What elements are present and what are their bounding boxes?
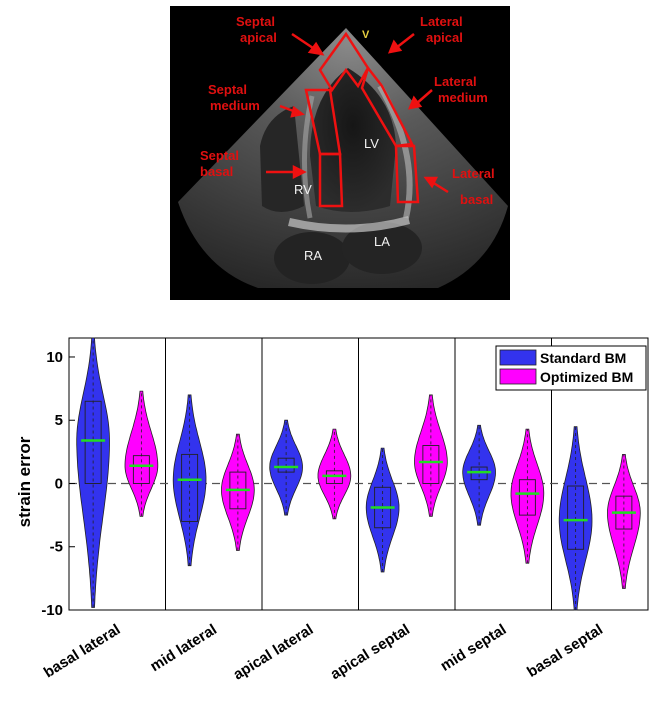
label-lateral-basal-2: basal <box>460 192 493 207</box>
legend-swatch <box>499 368 537 385</box>
violin-optimized-bm-mid-lateral <box>221 433 255 551</box>
y-tick-label: 10 <box>46 349 63 366</box>
lateral-wall-texture <box>377 84 413 219</box>
label-lateral-basal-1: Lateral <box>452 166 495 181</box>
y-tick-label: -10 <box>41 602 63 619</box>
strain-error-violin-chart: strain error -10 -5 0 5 10 basal lateral mid l… <box>15 337 649 684</box>
label-lateral-medium-1: Lateral <box>434 74 477 89</box>
ra-cavity <box>274 232 350 284</box>
x-category-label: basal septal <box>524 621 606 681</box>
segment-septal-basal <box>318 152 344 208</box>
box-standard-bm-mid-septal <box>470 466 488 481</box>
x-category-label: apical septal <box>328 621 413 683</box>
y-tick-label: 5 <box>55 412 63 429</box>
box-standard-bm-basal-septal <box>567 485 585 550</box>
label-septal-basal-2: basal <box>200 164 233 179</box>
x-category-label: basal lateral <box>41 621 124 681</box>
arrowhead-lateral-apical <box>387 39 403 54</box>
valve-region <box>288 216 410 233</box>
x-category-label: apical lateral <box>230 621 316 684</box>
label-rv: RV <box>294 182 312 197</box>
label-ra: RA <box>304 248 322 263</box>
box-optimized-bm-basal-lateral <box>132 455 150 484</box>
arrow-lateral-basal <box>431 180 449 194</box>
apex-marker: V <box>362 29 370 41</box>
label-la: LA <box>374 234 390 249</box>
label-lateral-apical-2: apical <box>426 30 463 45</box>
arrowhead-septal-apical <box>307 41 325 56</box>
rv-cavity <box>260 106 304 212</box>
y-tick-label: 0 <box>55 475 63 492</box>
label-lateral-medium-2: medium <box>438 90 488 105</box>
legend-swatch <box>499 349 537 366</box>
arrowhead-septal-medium <box>290 105 305 118</box>
label-septal-apical-2: apical <box>240 30 277 45</box>
label-septal-medium-2: medium <box>210 98 260 113</box>
label-lateral-apical-1: Lateral <box>420 14 463 29</box>
segment-apical <box>318 31 370 93</box>
segment-lateral-basal <box>394 144 420 204</box>
box-optimized-bm-apical-septal <box>422 445 440 484</box>
legend-label: Standard BM <box>540 350 626 366</box>
arrow-lateral-apical <box>395 33 415 49</box>
label-septal-apical-1: Septal <box>236 14 275 29</box>
label-lv: LV <box>364 136 379 151</box>
label-septal-basal-1: Septal <box>200 148 239 163</box>
arrowhead-septal-basal <box>292 164 307 180</box>
arrowhead-lateral-basal <box>423 176 439 189</box>
box-standard-bm-basal-lateral <box>84 400 102 484</box>
arrow-lateral-medium <box>415 89 433 105</box>
box-optimized-bm-apical-lateral <box>325 470 343 484</box>
y-axis-label: strain error <box>15 436 34 527</box>
legend-label: Optimized BM <box>540 369 633 385</box>
box-standard-bm-mid-lateral <box>181 453 199 522</box>
box-standard-bm-apical-lateral <box>277 457 295 473</box>
y-tick-label: -5 <box>50 539 63 556</box>
label-septal-medium-1: Septal <box>208 82 247 97</box>
echocardiography-image: Septal apical Lateral apical Septal medi… <box>170 6 510 300</box>
legend: Standard BM Optimized BM <box>495 345 647 391</box>
box-optimized-bm-mid-septal <box>518 479 536 516</box>
x-category-label: mid septal <box>437 621 509 675</box>
x-category-label: mid lateral <box>147 621 220 675</box>
arrowhead-lateral-medium <box>407 95 423 110</box>
la-cavity <box>342 222 422 274</box>
